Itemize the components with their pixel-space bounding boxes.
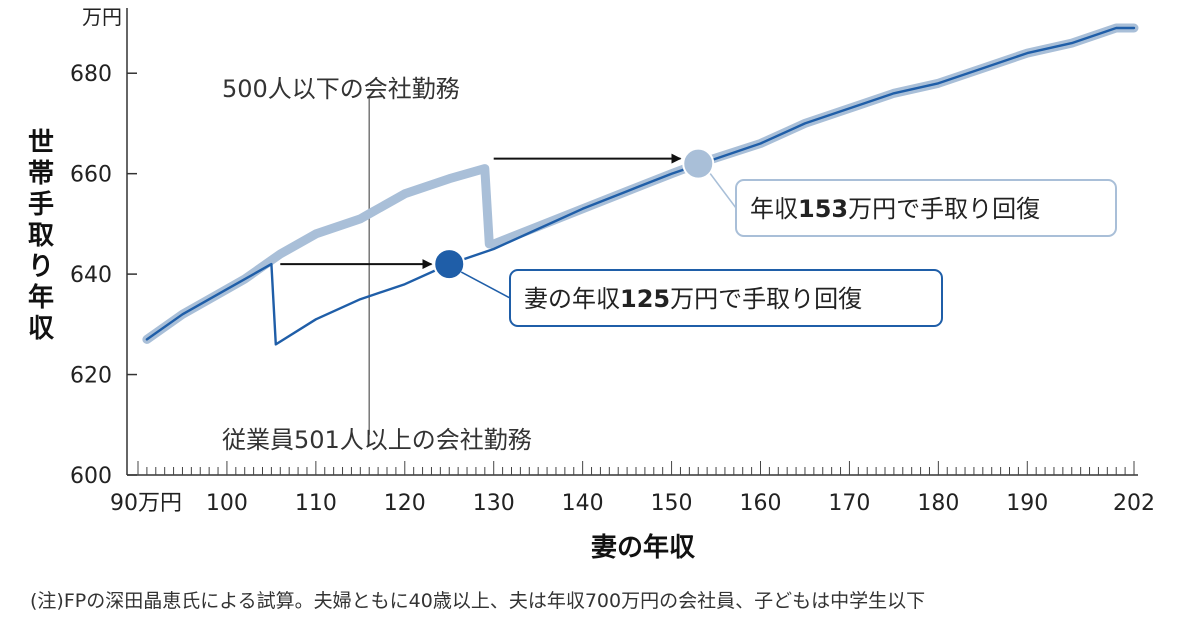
annotations: 500人以下の会社勤務従業員501人以上の会社勤務年収153万円で手取り回復妻の… [222, 75, 1117, 454]
y-tick-label: 600 [70, 464, 112, 489]
footnote: (注)FPの深田晶恵氏による試算。夫婦ともに40歳以上、夫は年収700万円の会社… [30, 590, 926, 612]
household-income-chart: 万円 600 620 640 660 680 90万円 100 110 120 130 140 150 1… [70, 5, 1155, 563]
recovery-marker-small_company [682, 147, 715, 180]
series-line-large_company [145, 26, 1136, 346]
markers [433, 147, 715, 281]
y-tick-label: 660 [70, 163, 112, 188]
callout-text-part: 万円で手取り回復 [670, 285, 862, 313]
callout-text-part: 年収 [750, 195, 798, 223]
y-axis-title-char: 取 [27, 221, 54, 251]
x-tick-label: 130 [473, 491, 515, 516]
callout-text: 年収153万円で手取り回復 [750, 195, 1040, 223]
x-tick-label: 100 [206, 491, 248, 516]
x-tick-label: 110 [295, 491, 337, 516]
x-tick-label: 202 [1113, 491, 1155, 516]
series-lines [142, 23, 1139, 346]
y-axis-title-char: 年 [27, 283, 54, 313]
annotation-small-company: 500人以下の会社勤務 [222, 75, 460, 103]
x-tick-label: 180 [917, 491, 959, 516]
x-tick-label: 170 [828, 491, 870, 516]
y-axis-title-char: 帯 [27, 159, 54, 189]
y-axis-title-char: 世 [27, 128, 54, 158]
y-axis-title-char: り [27, 252, 54, 282]
callout-text-part: 153 [798, 195, 848, 223]
y-axis-title: 世帯手取り年収 [24, 128, 58, 345]
x-tick-label: 190 [1006, 491, 1048, 516]
callout-text-part: 万円で手取り回復 [848, 195, 1040, 223]
callout-leader [709, 173, 737, 209]
x-tick-label: 120 [384, 491, 426, 516]
callout-text: 妻の年収125万円で手取り回復 [524, 285, 862, 313]
callout-box [735, 179, 1117, 237]
recovery-marker-large_company [433, 248, 466, 281]
x-tick-label: 140 [562, 491, 604, 516]
x-tick-label: 150 [651, 491, 693, 516]
y-tick-label: 620 [70, 364, 112, 389]
y-tick-label: 640 [70, 263, 112, 288]
y-axis-title-char: 手 [27, 190, 54, 220]
callout-leader [460, 271, 511, 299]
annotation-large-company: 従業員501人以上の会社勤務 [222, 426, 532, 454]
callout-box [509, 269, 943, 327]
y-tick-label: 680 [70, 62, 112, 87]
callout-text-part: 妻の年収 [524, 285, 620, 313]
callout-text-part: 125 [620, 285, 670, 313]
arrows [280, 153, 682, 270]
x-tick-label: 90万円 [110, 491, 182, 516]
x-tick-label: 160 [740, 491, 782, 516]
y-unit-label: 万円 [82, 5, 122, 29]
y-axis-title-char: 収 [27, 314, 54, 344]
x-axis-title: 妻の年収 [591, 532, 696, 563]
axes: 万円 600 620 640 660 680 90万円 100 110 120 130 140 150 1… [70, 5, 1155, 563]
